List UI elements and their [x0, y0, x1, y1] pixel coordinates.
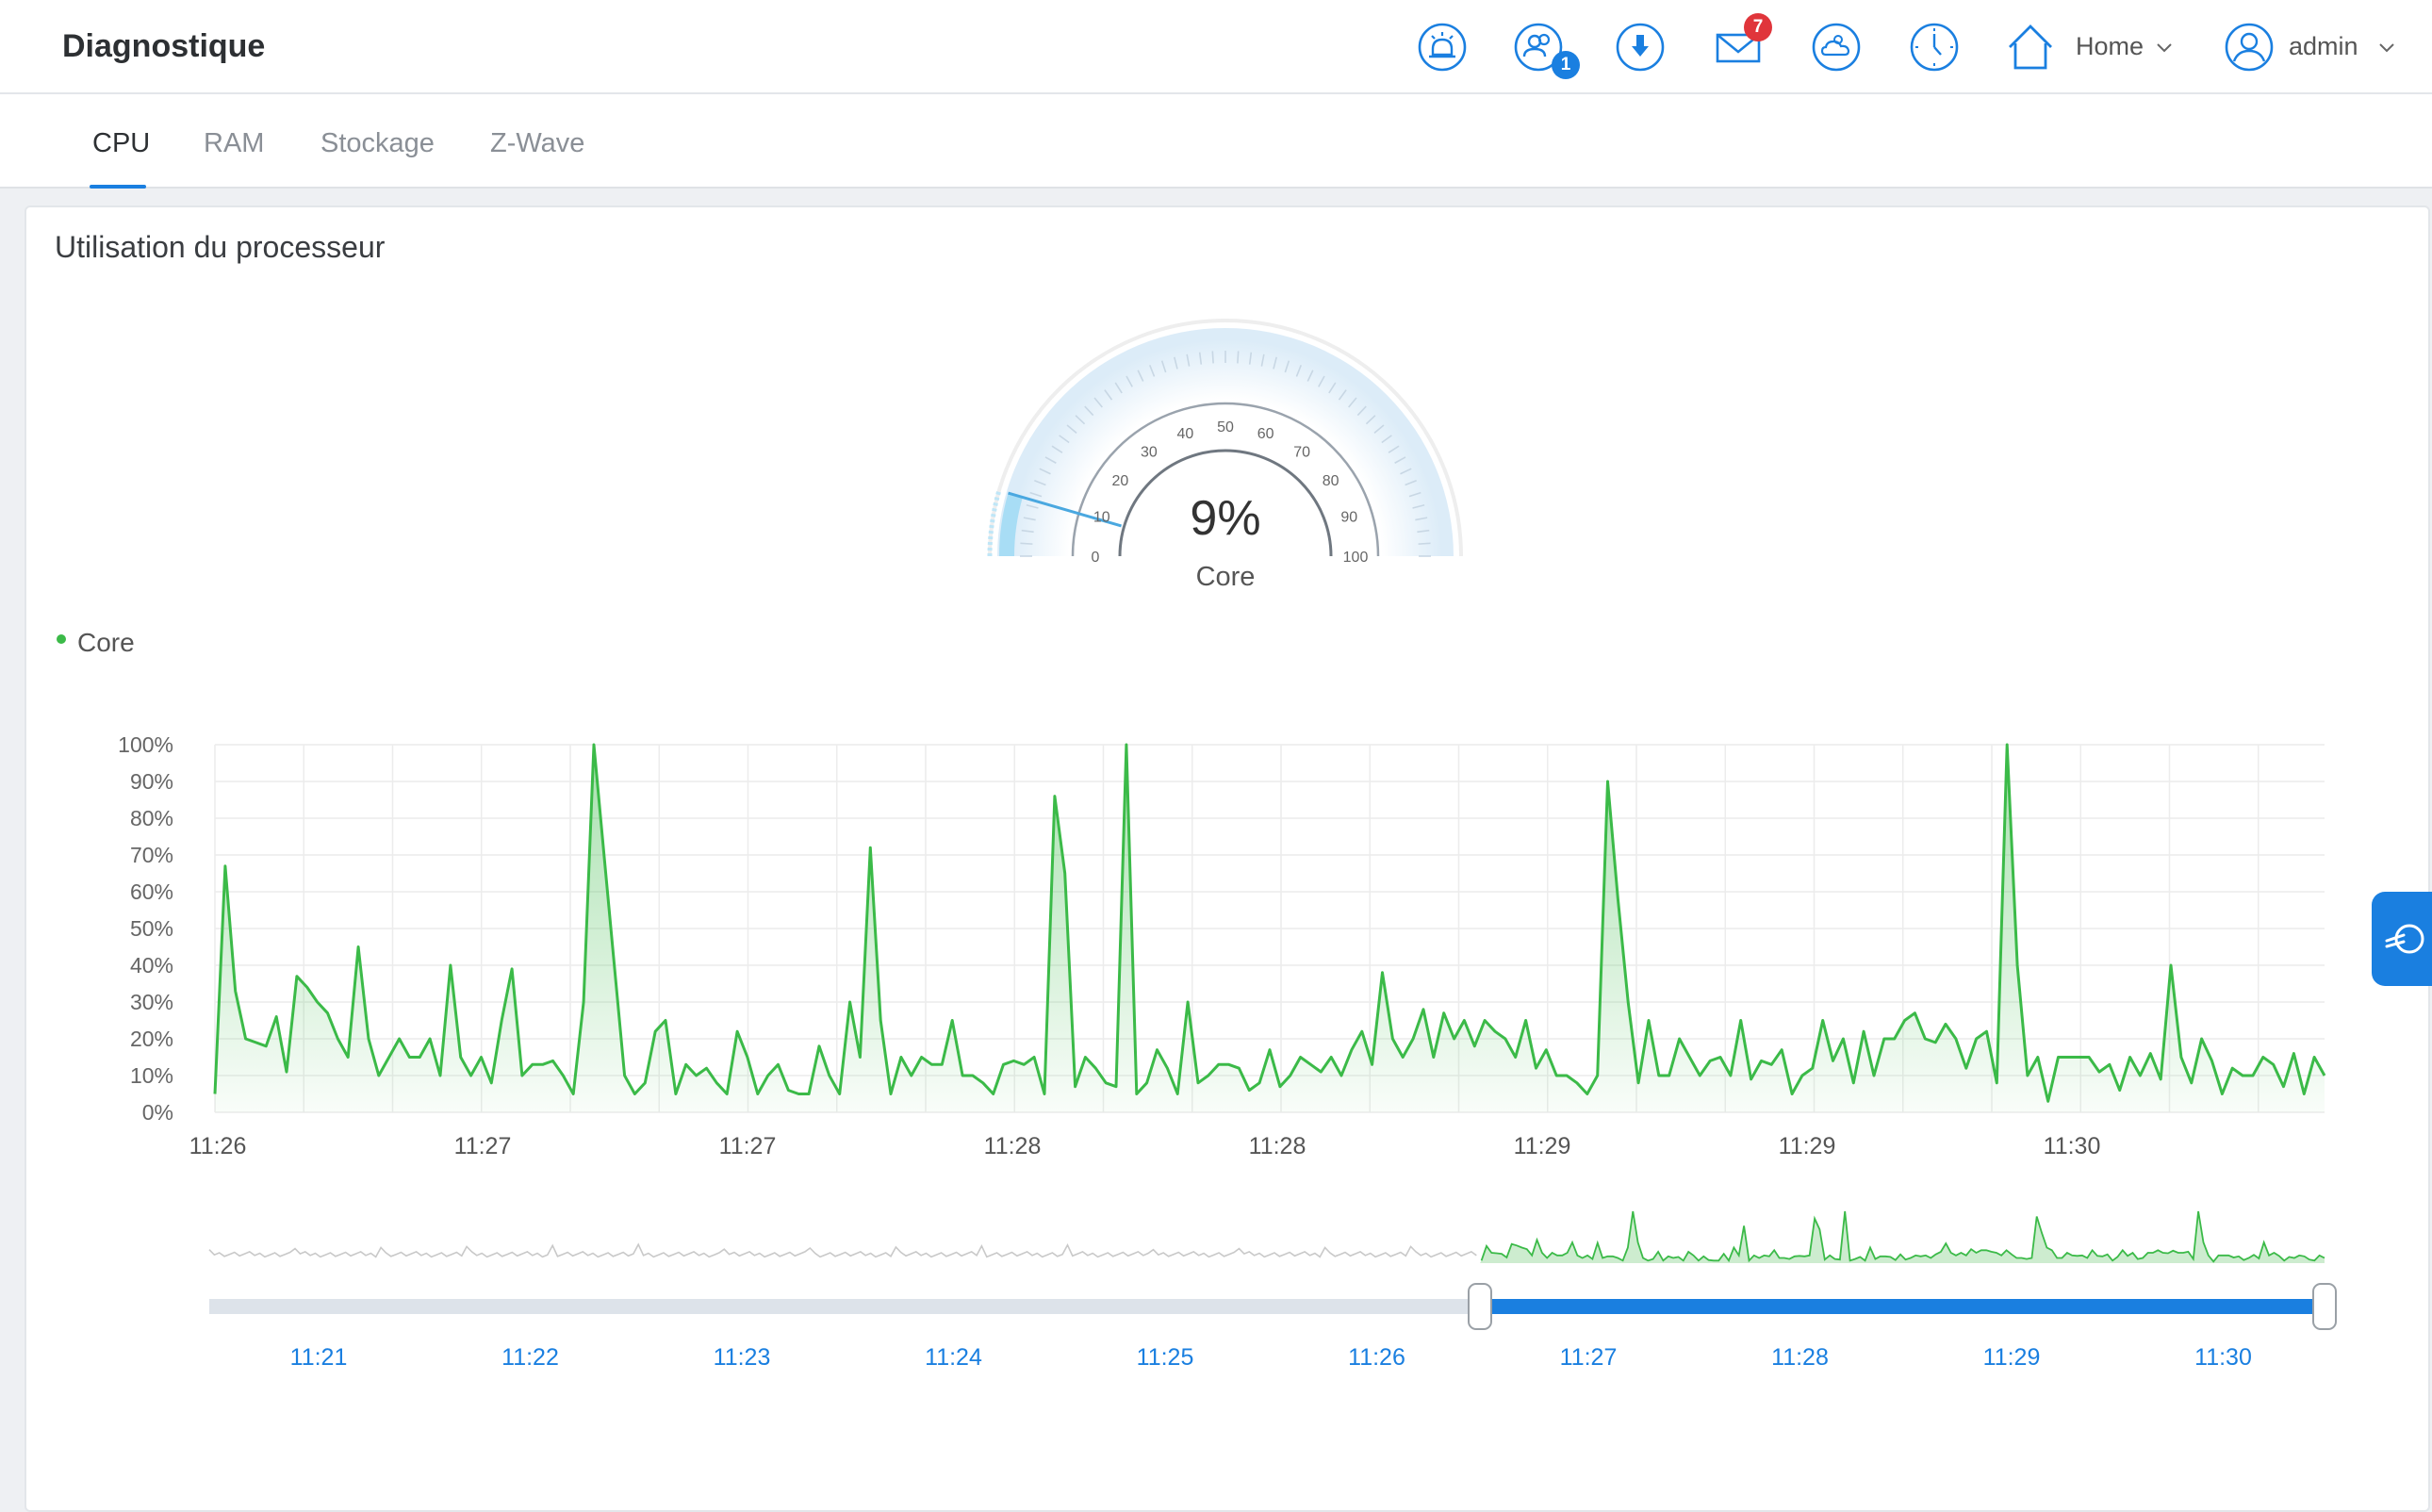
gauge-minor-tick: [1388, 445, 1400, 453]
hand-pointer-icon: [2385, 924, 2424, 954]
gauge-minor-tick: [1328, 382, 1337, 394]
users-badge: 1: [1552, 51, 1580, 79]
gauge-needle: [1008, 491, 1122, 528]
gauge-minor-tick: [1039, 468, 1051, 475]
gauge-outer-ring: [988, 319, 1463, 557]
gauge-tick-label: 90: [1340, 509, 1357, 525]
gauge-minor-tick: [1059, 435, 1070, 444]
tab-stockage[interactable]: Stockage: [320, 128, 435, 158]
gauge-minor-tick: [1114, 382, 1123, 394]
gauge-minor-tick: [1066, 424, 1077, 434]
gauge-core-ring: [1118, 449, 1333, 557]
mail-badge: 7: [1744, 13, 1772, 41]
gauge-minor-tick: [1400, 468, 1412, 475]
clock-icon[interactable]: [1908, 21, 1961, 74]
gauge-minor-tick: [1405, 480, 1417, 486]
gauge-minor-tick: [1198, 352, 1203, 365]
gauge-band: [997, 328, 1454, 556]
gauge-value: 9%: [1190, 491, 1261, 546]
gauge-minor-tick: [1284, 360, 1290, 373]
gauge-inner-ring: [1071, 402, 1380, 557]
gauge-value-accent: [987, 489, 1002, 557]
gauge-minor-tick: [1415, 517, 1428, 521]
page-title: Diagnostique: [62, 28, 266, 64]
gauge-tick-label: 70: [1293, 444, 1310, 460]
active-tab-indicator: [90, 185, 146, 189]
tab-ram[interactable]: RAM: [204, 128, 265, 158]
gauge-minor-tick: [1373, 424, 1385, 434]
legend-label: Core: [77, 628, 135, 657]
home-icon[interactable]: [2004, 21, 2057, 74]
card-title: Utilisation du processeur: [55, 230, 386, 264]
gauge-minor-tick: [1394, 456, 1406, 464]
gauge-minor-tick: [1318, 375, 1325, 387]
gauge-minor-tick: [1365, 415, 1376, 425]
gauge-value-arc: [999, 493, 1023, 557]
gauge-minor-tick: [1211, 351, 1214, 364]
gauge-minor-tick: [1026, 504, 1039, 509]
legend-marker: [57, 633, 66, 644]
user-avatar-icon[interactable]: [2223, 21, 2276, 74]
gauge-minor-tick: [1137, 370, 1144, 382]
gauge-minor-tick: [1338, 389, 1347, 401]
gauge-minor-tick: [1295, 365, 1302, 377]
gauge-minor-tick: [1356, 405, 1367, 417]
gauge-minor-tick: [1104, 389, 1113, 401]
gauge-minor-tick: [1381, 435, 1392, 444]
gauge-minor-tick: [1408, 491, 1421, 498]
gauge-minor-tick: [1029, 491, 1043, 498]
gauge-minor-tick: [1237, 351, 1240, 364]
home-label[interactable]: Home: [2076, 32, 2144, 60]
tab-zwave[interactable]: Z-Wave: [490, 128, 585, 158]
gauge-tick-label: 60: [1257, 426, 1274, 442]
chevron-down-icon[interactable]: [2157, 43, 2172, 55]
gauge-minor-tick: [1149, 365, 1156, 377]
gauge-label: Core: [1195, 562, 1256, 592]
tab-bar: CPU RAM Stockage Z-Wave: [0, 94, 2432, 189]
download-icon[interactable]: [1614, 21, 1667, 74]
gauge-tick-label: 50: [1217, 419, 1234, 436]
gauge-tick-label: 20: [1111, 473, 1128, 489]
gauge-minor-tick: [1260, 353, 1265, 367]
gauge-minor-tick: [1021, 529, 1034, 534]
top-header: Diagnostique 1 7: [0, 0, 2432, 94]
gauge-minor-tick: [1306, 370, 1314, 382]
gauge-minor-tick: [1412, 504, 1425, 509]
gauge-minor-tick: [1051, 445, 1063, 453]
gauge-minor-tick: [1174, 356, 1178, 370]
alarm-icon[interactable]: [1416, 21, 1469, 74]
gauge-tick-label: 0: [1092, 550, 1100, 566]
cpu-gauge: 0 10 20 30 40 50 60 70 80 90 100: [987, 319, 1463, 566]
gauge-tick-label: 80: [1323, 473, 1339, 489]
gauge-tick-label: 30: [1141, 444, 1158, 460]
gauge-minor-tick: [1417, 529, 1430, 534]
gauge-minor-tick: [1044, 456, 1057, 464]
gauge-minor-tick: [1348, 397, 1357, 408]
gauge-minor-tick: [1023, 517, 1036, 521]
gauge-tick-label: 40: [1176, 426, 1193, 442]
tab-cpu[interactable]: CPU: [92, 128, 151, 158]
gauge-minor-tick: [1093, 397, 1103, 408]
gauge-minor-tick: [1248, 352, 1253, 365]
chevron-down-icon[interactable]: [2379, 43, 2394, 55]
gauge-minor-tick: [1186, 353, 1191, 367]
gauge-minor-tick: [1126, 375, 1133, 387]
users-icon[interactable]: 1: [1512, 21, 1580, 79]
chart-legend[interactable]: Core: [57, 628, 135, 658]
gauge-minor-tick: [1418, 542, 1431, 545]
gauge-minor-tick: [1273, 356, 1277, 370]
mail-icon[interactable]: 7: [1712, 13, 1772, 74]
user-label[interactable]: admin: [2289, 32, 2358, 60]
gauge-minor-tick: [1084, 405, 1094, 417]
gauge-tick-label: 100: [1343, 550, 1369, 566]
gauge-minor-tick: [1034, 480, 1046, 486]
gauge-minor-tick: [1075, 415, 1086, 425]
weather-icon[interactable]: [1810, 21, 1863, 74]
gauge-minor-tick: [1160, 360, 1167, 373]
gauge-tick-label: 10: [1093, 509, 1110, 525]
gauge-minor-tick: [1020, 542, 1033, 545]
side-action-button[interactable]: [2372, 892, 2432, 986]
